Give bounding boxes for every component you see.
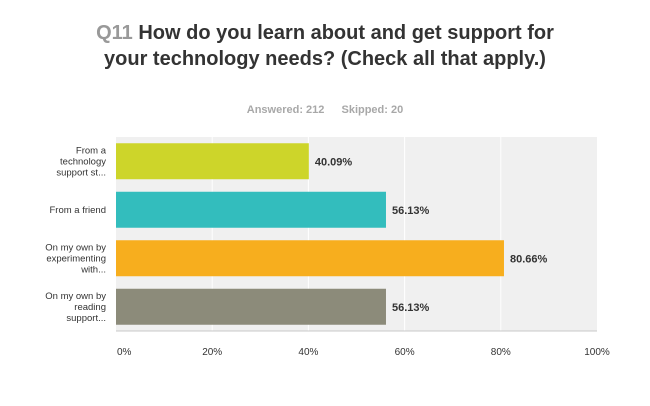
category-label-line: reading [74,302,106,313]
category-label-line: On my own by [45,242,106,253]
category-label-line: technology [60,156,106,167]
value-label: 40.09% [315,156,353,168]
category-label: On my own byexperimentingwith... [45,242,106,275]
category-label-line: support... [66,313,106,324]
category-label-line: experimenting [46,253,106,264]
x-tick-label: 20% [202,347,222,358]
category-label-line: with... [80,264,106,275]
chart-title: Q11 How do you learn about and get suppo… [90,20,560,72]
category-label: On my own byreadingsupport... [45,291,106,324]
question-text: How do you learn about and get support f… [104,22,554,70]
bar [116,240,504,277]
value-label: 56.13% [392,205,430,217]
answered-count: Answered: 212 [246,104,325,116]
category-label-line: From a friend [50,205,107,216]
value-label: 80.66% [510,253,548,265]
x-tick-label: 40% [298,347,318,358]
x-tick-label: 80% [491,347,511,358]
x-tick-label: 0% [117,347,132,358]
skipped-count: Skipped: 20 [341,104,404,116]
bar [116,288,386,325]
category-label-line: On my own by [45,291,106,302]
bar [116,143,309,180]
question-number: Q11 [96,22,133,44]
category-label-line: From a [76,145,107,156]
x-tick-label: 60% [395,347,415,358]
response-summary: Answered: 212 Skipped: 20 [0,104,650,116]
bar [116,191,386,228]
category-label: From a friend [50,205,107,216]
x-tick-label: 100% [584,347,610,358]
value-label: 56.13% [392,302,430,314]
category-label-line: support st... [56,167,106,178]
